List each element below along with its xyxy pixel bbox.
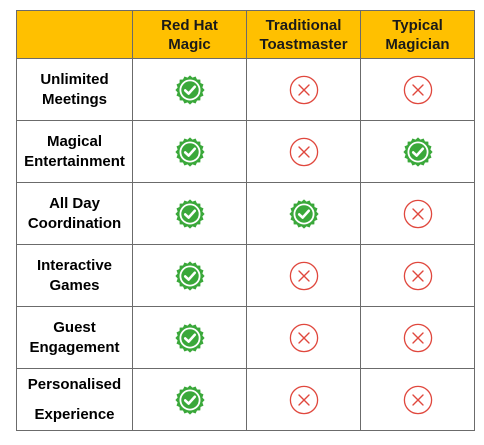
value-cell [132,244,247,307]
comparison-table: Red Hat Magic Traditional Toastmaster Ty… [16,10,475,431]
feature-label: Interactive Games [36,256,113,294]
value-cell [246,58,361,121]
header-row: Red Hat Magic Traditional Toastmaster Ty… [16,10,475,59]
green-check-badge-icon [174,384,205,415]
feature-label: Guest Engagement [29,318,120,356]
value-cell [360,58,475,121]
value-cell [246,368,361,431]
column-label: Traditional Toastmaster [259,16,348,53]
green-check-badge-icon [174,136,205,167]
feature-label-cell: Unlimited Meetings [16,58,133,121]
feature-label-cell: Interactive Games [16,244,133,307]
column-label: Typical Magician [385,16,450,53]
green-check-badge-icon [174,260,205,291]
value-cell [132,58,247,121]
table-row: Interactive Games [16,244,475,307]
red-cross-circle-icon [289,137,319,167]
value-cell [132,120,247,183]
red-cross-circle-icon [403,199,433,229]
header-red-hat-magic: Red Hat Magic [132,10,247,59]
feature-label: All Day Coordination [27,194,122,232]
value-cell [132,182,247,245]
value-cell [360,368,475,431]
green-check-badge-icon [288,198,319,229]
feature-label-cell: Personalised Experience [16,368,133,431]
value-cell [360,306,475,369]
feature-label: Personalised Experience [27,375,122,423]
green-check-badge-icon [174,322,205,353]
green-check-badge-icon [174,74,205,105]
red-cross-circle-icon [289,261,319,291]
value-cell [246,182,361,245]
feature-label: Unlimited Meetings [40,70,109,108]
value-cell [360,120,475,183]
green-check-badge-icon [402,136,433,167]
red-cross-circle-icon [289,323,319,353]
feature-label-cell: Guest Engagement [16,306,133,369]
header-feature-cell [16,10,133,59]
table-row: Guest Engagement [16,306,475,369]
header-typical-magician: Typical Magician [360,10,475,59]
value-cell [132,368,247,431]
value-cell [246,120,361,183]
green-check-badge-icon [174,198,205,229]
red-cross-circle-icon [289,385,319,415]
red-cross-circle-icon [403,385,433,415]
red-cross-circle-icon [403,75,433,105]
red-cross-circle-icon [403,323,433,353]
value-cell [132,306,247,369]
red-cross-circle-icon [289,75,319,105]
value-cell [246,244,361,307]
table-row: Unlimited Meetings [16,58,475,121]
table-row: All Day Coordination [16,182,475,245]
value-cell [246,306,361,369]
value-cell [360,182,475,245]
header-traditional-toastmaster: Traditional Toastmaster [246,10,361,59]
red-cross-circle-icon [403,261,433,291]
feature-label-cell: Magical Entertainment [16,120,133,183]
table-row: Personalised Experience [16,368,475,431]
value-cell [360,244,475,307]
feature-label-cell: All Day Coordination [16,182,133,245]
table-row: Magical Entertainment [16,120,475,183]
column-label: Red Hat Magic [161,16,218,53]
feature-label: Magical Entertainment [24,132,125,170]
